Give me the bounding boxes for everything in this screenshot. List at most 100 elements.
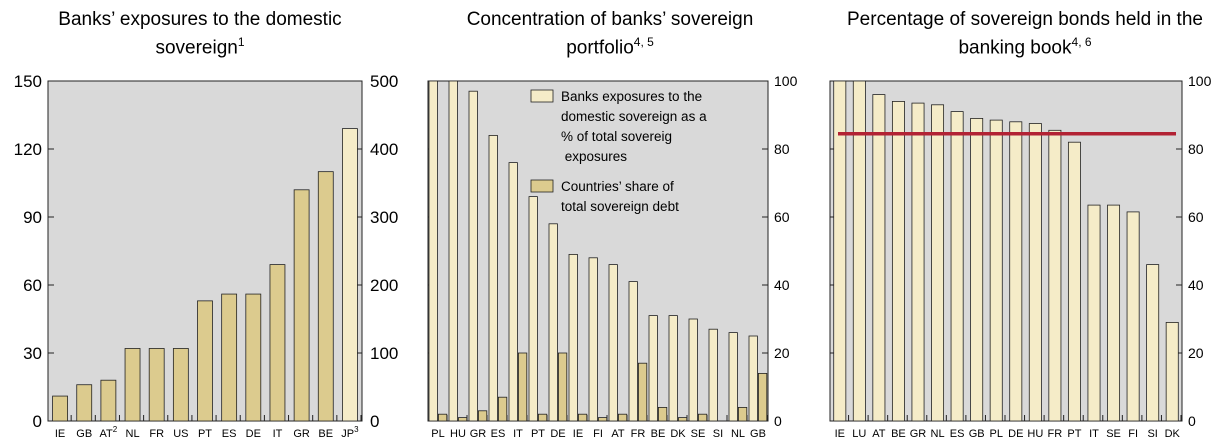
bar-debt-share (757, 372, 768, 422)
x-tick-label-text: PL (989, 428, 1002, 440)
x-tick-label: IT (273, 428, 283, 440)
x-tick-label: SI (713, 428, 723, 440)
y-left-tick-label: 90 (23, 208, 42, 227)
legend-label-line: Banks exposures to the (561, 89, 702, 104)
bar (1067, 141, 1081, 422)
bar-debt-share (537, 413, 548, 422)
bar (52, 395, 68, 422)
x-tick-label-text: DE (246, 428, 261, 440)
y-right-tick-label: 400 (370, 140, 398, 159)
x-tick-label-text: SI (713, 428, 723, 440)
x-tick-label-text: BE (891, 428, 906, 440)
bar (852, 80, 866, 422)
x-tick-label: BE (318, 428, 333, 440)
x-tick-label: AT (611, 428, 625, 440)
x-tick-label: LU (852, 428, 866, 440)
bar-exposure-share (508, 162, 518, 422)
x-tick-label: IT (513, 428, 523, 440)
x-tick-label-text: PT (531, 428, 545, 440)
bar (1107, 204, 1121, 422)
y-right-tick-label: 100 (774, 73, 798, 89)
bar-debt-share (557, 352, 568, 422)
x-tick-label-sup: 2 (113, 425, 118, 434)
x-tick-label-text: FR (149, 428, 164, 440)
bar-exposure-share (728, 332, 738, 422)
x-tick-label: ES (222, 428, 237, 440)
chart-exposures: 0 30 60 90 120 150 0 100 200 300 400 500 IE GB AT2 NL FR… (14, 72, 399, 440)
bar (911, 102, 925, 422)
y-right-tick-label: 0 (774, 413, 782, 429)
x-tick-label: IE (835, 428, 845, 440)
panel-banking-book: Percentage of sovereign bonds held in th… (820, 0, 1228, 441)
bar-debt-share (478, 410, 488, 422)
bar-exposure-share (628, 281, 638, 422)
x-tick-label-text: ES (950, 428, 965, 440)
x-tick-label: GB (76, 428, 92, 440)
bar-exposure-share (588, 257, 598, 422)
bar (1048, 129, 1062, 422)
x-tick-label: SE (1106, 428, 1121, 440)
x-tick-label: DE (550, 428, 565, 440)
bar (970, 118, 984, 422)
bar-exposure-share (548, 223, 558, 422)
bar (172, 348, 189, 422)
chart-title-concentration: Concentration of banks’ sovereign portfo… (466, 9, 754, 59)
x-tick-label-text: GR (293, 428, 310, 440)
y-right-tick-label: 60 (774, 209, 790, 225)
y-right-tick-label: 500 (370, 72, 398, 91)
legend-label-line: domestic sovereign as a (561, 109, 707, 124)
x-tick-label-text: SE (1106, 428, 1121, 440)
legend-swatch-exposure-share (530, 89, 554, 103)
x-tick-label-sup: 3 (354, 425, 359, 434)
plot-area (829, 80, 1183, 422)
x-tick-label: PL (431, 428, 444, 440)
legend-swatch-debt-share (530, 179, 554, 193)
chart-title-banking-book: Percentage of sovereign bonds held in th… (847, 9, 1203, 59)
y-left-tick-label: 30 (23, 344, 42, 363)
panel-concentration: Concentration of banks’ sovereign portfo… (410, 0, 820, 441)
x-tick-label: IE (573, 428, 583, 440)
bar-exposure-share (668, 315, 678, 422)
x-tick-label: NL (126, 428, 140, 440)
bar (1126, 211, 1140, 422)
x-tick-label-text: BE (318, 428, 333, 440)
bar-debt-share (677, 417, 688, 422)
bar (989, 119, 1003, 422)
bar (124, 348, 141, 422)
y-left-tick-label: 120 (14, 140, 42, 159)
bar-debt-share (518, 352, 528, 422)
x-tick-label-text: US (173, 428, 188, 440)
x-tick-label-text: HU (1027, 428, 1043, 440)
x-tick-label-text: IE (835, 428, 845, 440)
x-tick-label-text: PT (198, 428, 212, 440)
x-tick-label-text: NL (931, 428, 945, 440)
legend: Banks exposures to the domestic sovereign… (530, 89, 707, 214)
x-tick-label: DK (670, 428, 686, 440)
y-right-tick-label: 0 (1188, 413, 1196, 429)
x-tick-label-text: ES (491, 428, 506, 440)
bar (950, 111, 964, 422)
x-tick-label-text: DK (670, 428, 686, 440)
bar-exposure-share (528, 196, 538, 422)
bar (931, 104, 945, 422)
chart-concentration: 0 20 40 60 80 100 PL HU GR ES IT PT DE IE FI AT FR BE DK SE… (427, 73, 798, 440)
x-tick-label: DE (1008, 428, 1023, 440)
y-left-tick-label: 60 (23, 276, 42, 295)
x-tick-label: BE (651, 428, 666, 440)
x-tick-label-text: DE (550, 428, 565, 440)
y-right-tick-label: 80 (774, 141, 790, 157)
bar (891, 101, 905, 422)
x-tick-label-text: FR (1048, 428, 1063, 440)
x-tick-label-text: IT (513, 428, 523, 440)
x-tick-label: FR (1048, 428, 1063, 440)
x-tick-label-text: IE (573, 428, 583, 440)
x-tick-label: FI (593, 428, 603, 440)
x-tick-label: NL (731, 428, 745, 440)
x-tick-label: GB (750, 428, 766, 440)
y-right-tick-label: 0 (370, 412, 379, 431)
x-tick-label: HU (450, 428, 466, 440)
legend-label-line: Countries’ share of (561, 179, 674, 194)
y-right-tick-label: 60 (1188, 209, 1204, 225)
bar (197, 300, 213, 422)
x-tick-label-text: NL (126, 428, 140, 440)
